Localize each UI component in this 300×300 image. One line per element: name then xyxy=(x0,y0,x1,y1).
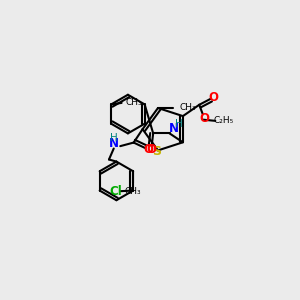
Text: H: H xyxy=(110,133,118,143)
Text: N: N xyxy=(109,137,119,150)
Text: C₂H₅: C₂H₅ xyxy=(213,116,233,125)
Text: S: S xyxy=(152,146,161,158)
Text: CH₃: CH₃ xyxy=(125,98,142,107)
Text: CH₃: CH₃ xyxy=(125,187,142,196)
Text: O: O xyxy=(199,112,209,125)
Text: O: O xyxy=(208,91,218,103)
Text: N: N xyxy=(168,122,178,134)
Text: Cl: Cl xyxy=(110,185,123,198)
Text: O: O xyxy=(147,143,157,156)
Text: O: O xyxy=(143,143,153,156)
Text: CH₃: CH₃ xyxy=(179,103,196,112)
Text: H: H xyxy=(175,119,183,129)
